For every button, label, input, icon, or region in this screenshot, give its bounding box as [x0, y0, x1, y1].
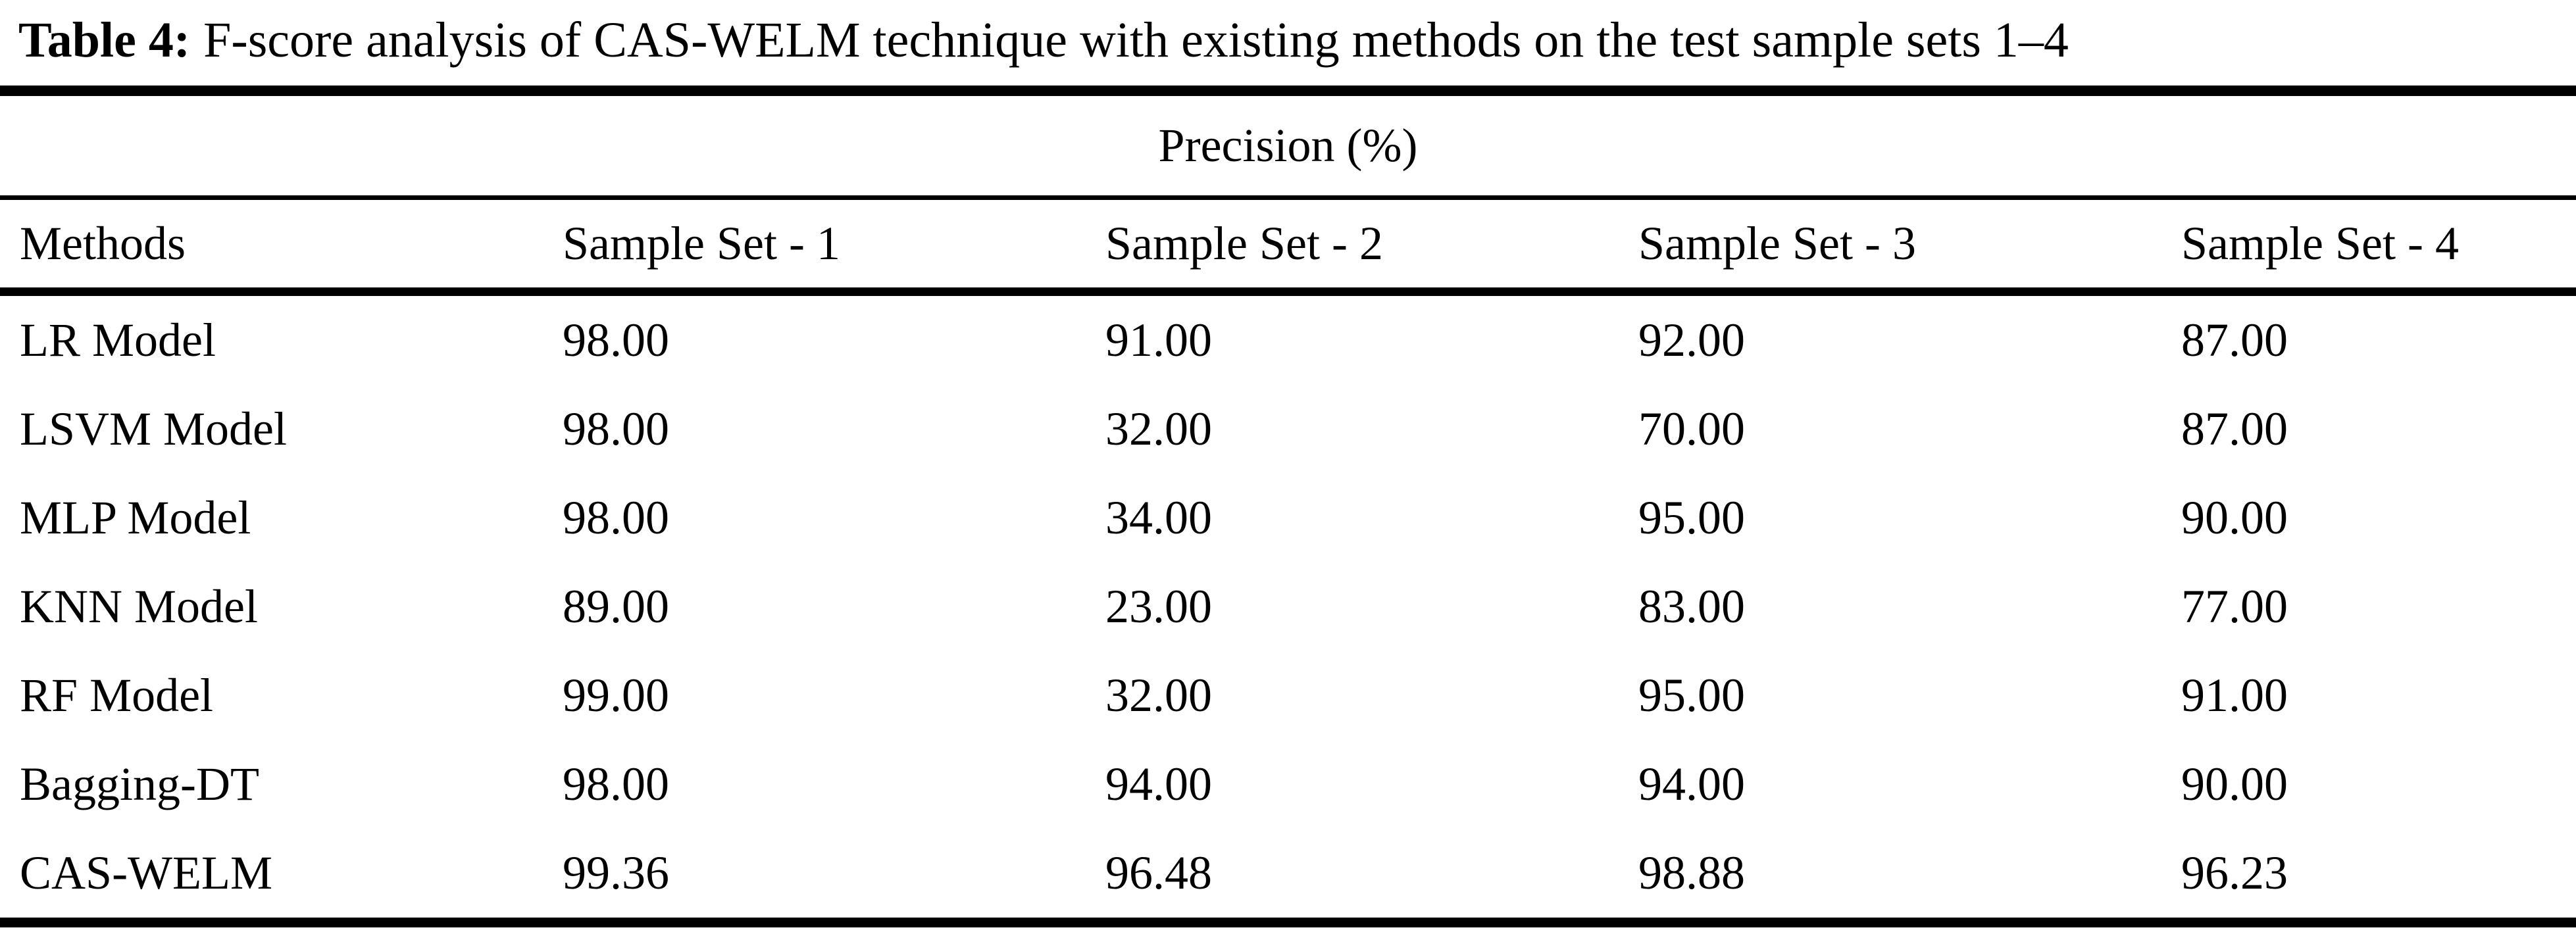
header-rule: [0, 287, 2576, 296]
method-cell: MLP Model: [20, 491, 251, 544]
value-cell: 70.00: [1638, 403, 1745, 455]
column-header-methods: Methods: [20, 217, 186, 270]
value-cell: 96.23: [2181, 847, 2288, 899]
method-cell: LSVM Model: [20, 403, 288, 455]
value-cell: 98.00: [563, 314, 669, 366]
value-cell: 99.00: [563, 669, 669, 722]
column-header-sample-set-4: Sample Set - 4: [2181, 217, 2459, 270]
value-cell: 90.00: [2181, 491, 2288, 544]
table-row-mlp-model: MLP Model 98.00 34.00 95.00 90.00: [0, 474, 2576, 562]
table-row-bagging-dt: Bagging-DT 98.00 94.00 94.00 90.00: [0, 740, 2576, 829]
table-row-knn-model: KNN Model 89.00 23.00 83.00 77.00: [0, 562, 2576, 651]
value-cell: 98.00: [563, 491, 669, 544]
value-cell: 32.00: [1105, 403, 1212, 455]
value-cell: 90.00: [2181, 758, 2288, 810]
value-cell: 92.00: [1638, 314, 1745, 366]
value-cell: 34.00: [1105, 491, 1212, 544]
table-row-cas-welm: CAS-WELM 99.36 96.48 98.88 96.23: [0, 829, 2576, 918]
table-row-rf-model: RF Model 99.00 32.00 95.00 91.00: [0, 651, 2576, 740]
method-cell: KNN Model: [20, 580, 258, 633]
column-header-sample-set-2: Sample Set - 2: [1105, 217, 1383, 270]
column-header-row: Methods Sample Set - 1 Sample Set - 2 Sa…: [0, 200, 2576, 287]
method-cell: CAS-WELM: [20, 847, 272, 899]
value-cell: 96.48: [1105, 847, 1212, 899]
method-cell: Bagging-DT: [20, 758, 259, 810]
value-cell: 94.00: [1638, 758, 1745, 810]
top-rule: [0, 86, 2576, 96]
method-cell: LR Model: [20, 314, 216, 366]
value-cell: 98.88: [1638, 847, 1745, 899]
table-caption: Table 4: F-score analysis of CAS-WELM tec…: [0, 0, 2576, 86]
value-cell: 98.00: [563, 758, 669, 810]
table-row-lsvm-model: LSVM Model 98.00 32.00 70.00 87.00: [0, 385, 2576, 474]
table-caption-text: F-score analysis of CAS-WELM technique w…: [203, 12, 2069, 68]
value-cell: 87.00: [2181, 403, 2288, 455]
value-cell: 91.00: [2181, 669, 2288, 722]
table-row-lr-model: LR Model 98.00 91.00 92.00 87.00: [0, 296, 2576, 385]
value-cell: 98.00: [563, 403, 669, 455]
bottom-rule: [0, 918, 2576, 927]
value-cell: 95.00: [1638, 491, 1745, 544]
value-cell: 87.00: [2181, 314, 2288, 366]
value-cell: 32.00: [1105, 669, 1212, 722]
value-cell: 99.36: [563, 847, 669, 899]
value-cell: 77.00: [2181, 580, 2288, 633]
value-cell: 95.00: [1638, 669, 1745, 722]
column-header-sample-set-3: Sample Set - 3: [1638, 217, 1916, 270]
value-cell: 23.00: [1105, 580, 1212, 633]
value-cell: 91.00: [1105, 314, 1212, 366]
value-cell: 94.00: [1105, 758, 1212, 810]
method-cell: RF Model: [20, 669, 214, 722]
column-header-sample-set-1: Sample Set - 1: [563, 217, 840, 270]
value-cell: 83.00: [1638, 580, 1745, 633]
group-header-rule: [0, 195, 2576, 200]
group-header-precision: Precision (%): [1158, 119, 1418, 172]
value-cell: 89.00: [563, 580, 669, 633]
table-caption-label: Table 4:: [18, 12, 191, 68]
